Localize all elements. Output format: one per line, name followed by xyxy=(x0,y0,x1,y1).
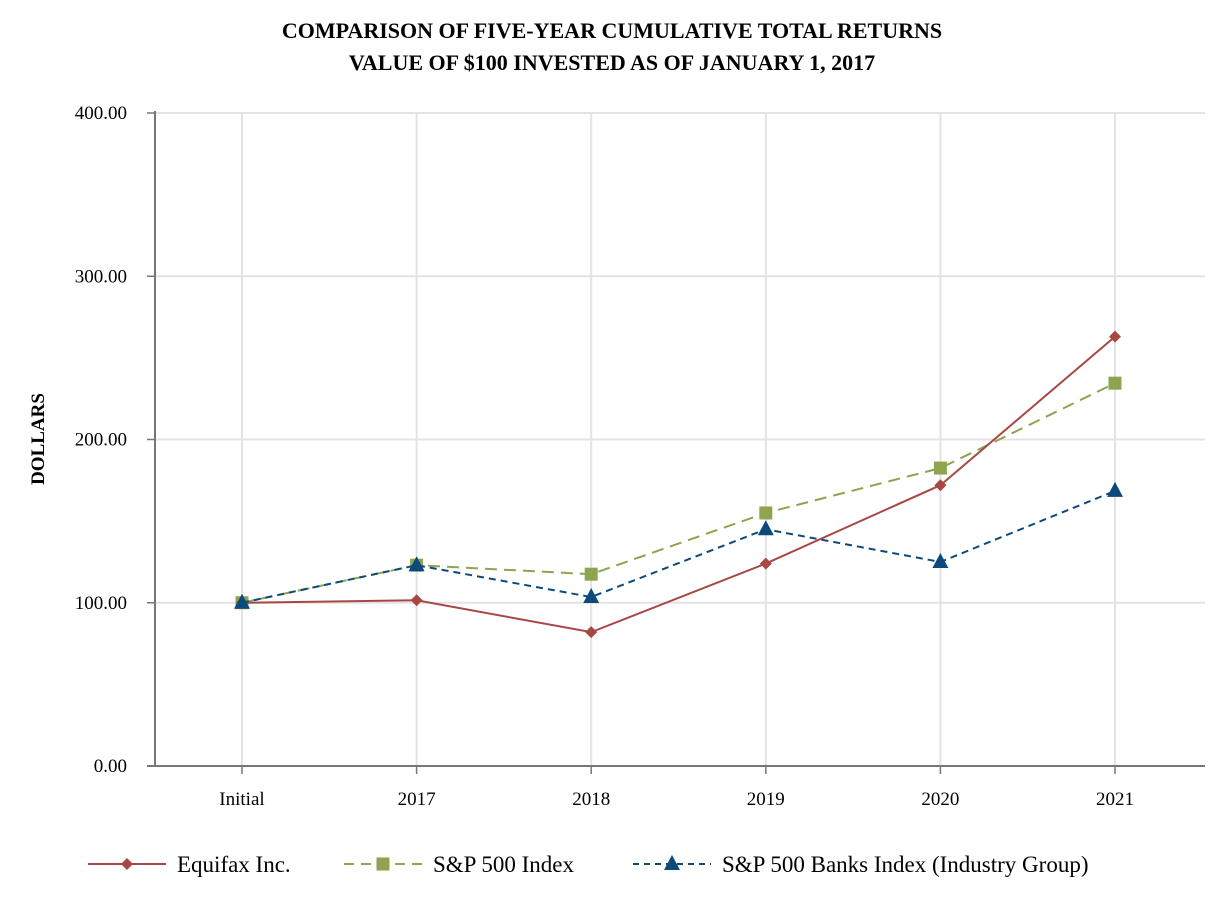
x-tick-label: 2019 xyxy=(747,789,785,810)
grid xyxy=(155,112,1205,766)
y-axis-label: DOLLARS xyxy=(28,393,49,485)
data-point-0 xyxy=(934,479,947,492)
legend-swatch-marker xyxy=(376,857,390,871)
legend-swatch-marker xyxy=(121,858,133,870)
data-point-0 xyxy=(759,557,772,570)
data-point-0 xyxy=(585,626,598,639)
data-point-1 xyxy=(1108,376,1122,390)
data-point-2 xyxy=(583,588,600,604)
legend: Equifax Inc. S&P 500 Index S&P 500 Banks I… xyxy=(88,852,1088,877)
series-group xyxy=(234,330,1123,639)
y-tick-label: 0.00 xyxy=(94,756,127,777)
x-tick-label: 2020 xyxy=(921,789,959,810)
data-point-2 xyxy=(234,593,250,609)
y-tick-label: 100.00 xyxy=(75,593,127,614)
chart-title: COMPARISON OF FIVE-YEAR CUMULATIVE TOTAL… xyxy=(281,18,943,43)
axes: 0.00 100.00 200.00 300.00 400.00 Initial 2017 2… xyxy=(75,103,1205,810)
series-line-0 xyxy=(241,335,1116,634)
data-point-1 xyxy=(584,567,598,581)
x-tick-label: Initial xyxy=(219,789,264,810)
series-line-1 xyxy=(241,382,1116,604)
data-point-2 xyxy=(757,520,774,536)
chart-subtitle: VALUE OF $100 INVESTED AS OF JANUARY 1, … xyxy=(348,50,876,75)
data-point-0 xyxy=(1109,330,1121,343)
data-point-2 xyxy=(408,556,425,572)
legend-label: Equifax Inc. xyxy=(177,852,291,877)
y-tick-label: 400.00 xyxy=(75,103,127,124)
x-tick-label: 2017 xyxy=(398,789,436,810)
data-point-2 xyxy=(932,552,949,568)
data-point-2 xyxy=(1107,481,1123,497)
x-tick-label: 2021 xyxy=(1096,789,1134,810)
series-line-2 xyxy=(241,489,1116,604)
legend-swatch-marker xyxy=(664,855,680,870)
y-tick-label: 300.00 xyxy=(75,266,127,287)
x-tick-label: 2018 xyxy=(572,789,610,810)
legend-label: S&P 500 Index xyxy=(433,852,574,877)
data-point-1 xyxy=(933,461,947,475)
y-tick-label: 200.00 xyxy=(75,430,127,451)
legend-label: S&P 500 Banks Index (Industry Group) xyxy=(722,852,1088,877)
data-point-0 xyxy=(410,594,423,607)
data-point-1 xyxy=(759,506,773,520)
